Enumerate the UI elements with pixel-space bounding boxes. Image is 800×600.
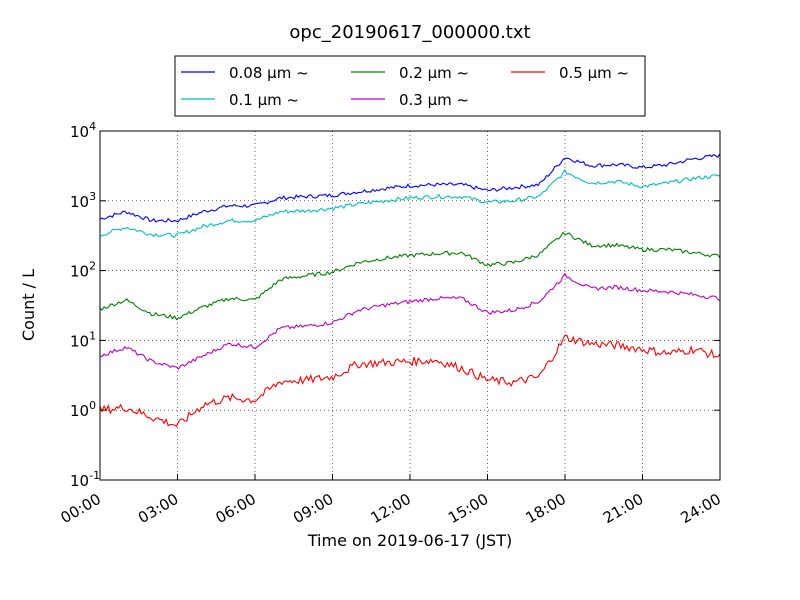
series-line-0.1 [99,168,721,238]
legend-label-0.3: 0.3 μm ~ [399,91,469,109]
y-tick-label: 100 [70,399,96,420]
y-tick-label: 104 [70,120,96,141]
series-line-0.2 [99,231,721,321]
y-tick-label: 103 [70,190,96,211]
legend-label-0.1: 0.1 μm ~ [229,91,299,109]
legend-label-0.5: 0.5 μm ~ [559,64,629,82]
legend-label-0.08: 0.08 μm ~ [229,64,309,82]
y-axis-label: Count / L [19,269,38,341]
series-line-0.3 [99,272,721,371]
legend: 0.08 μm ~ 0.1 μm ~ 0.2 μm ~ 0.3 μm ~ 0.5 μm … [174,55,646,117]
y-tick-label: 10-1 [70,469,100,490]
series-line-0.5 [99,334,721,427]
y-tick-label: 101 [70,329,96,350]
x-axis-label: Time on 2019-06-17 (JST) [307,531,512,550]
series-line-0.08 [99,153,721,223]
y-tick-label: 102 [70,260,96,281]
legend-box [174,55,646,117]
series-lines [99,153,721,427]
chart-title: opc_20190617_000000.txt [289,22,530,43]
legend-label-0.2: 0.2 μm ~ [399,64,469,82]
